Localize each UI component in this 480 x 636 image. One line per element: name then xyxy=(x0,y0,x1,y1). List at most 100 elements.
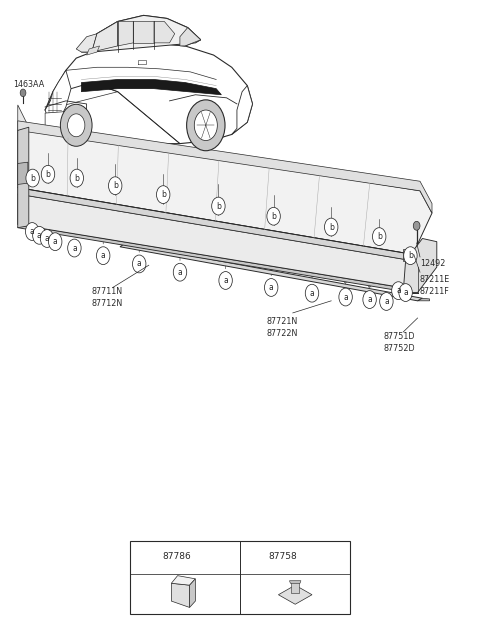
Text: 87786: 87786 xyxy=(162,552,191,561)
Circle shape xyxy=(48,233,62,251)
Text: b: b xyxy=(30,174,35,183)
Polygon shape xyxy=(86,46,99,55)
Polygon shape xyxy=(291,582,299,593)
Text: a: a xyxy=(384,297,389,306)
Circle shape xyxy=(156,186,170,204)
Circle shape xyxy=(41,165,55,183)
Text: a: a xyxy=(101,251,106,260)
Text: a: a xyxy=(37,231,42,240)
Polygon shape xyxy=(45,110,86,141)
Circle shape xyxy=(413,221,420,230)
Polygon shape xyxy=(82,80,221,95)
Text: b: b xyxy=(271,212,276,221)
Polygon shape xyxy=(418,298,430,301)
Circle shape xyxy=(339,288,352,306)
Polygon shape xyxy=(76,34,97,52)
Text: a: a xyxy=(53,237,58,246)
Circle shape xyxy=(372,228,386,245)
Circle shape xyxy=(26,169,39,187)
Polygon shape xyxy=(18,194,413,289)
Text: b: b xyxy=(216,202,221,211)
Circle shape xyxy=(141,547,155,566)
Circle shape xyxy=(380,293,393,310)
Circle shape xyxy=(25,223,39,240)
Text: b: b xyxy=(252,552,257,561)
Polygon shape xyxy=(289,581,301,583)
Polygon shape xyxy=(403,238,437,293)
Polygon shape xyxy=(92,22,118,52)
Polygon shape xyxy=(18,188,413,261)
Circle shape xyxy=(267,207,280,225)
Text: a: a xyxy=(403,288,408,297)
Circle shape xyxy=(404,247,417,265)
Text: a: a xyxy=(396,286,401,295)
Polygon shape xyxy=(18,225,413,293)
Text: a: a xyxy=(72,244,77,252)
Text: 12492: 12492 xyxy=(420,259,445,268)
Text: a: a xyxy=(223,276,228,285)
Circle shape xyxy=(194,110,217,141)
Polygon shape xyxy=(45,43,252,144)
Text: b: b xyxy=(329,223,334,232)
Polygon shape xyxy=(232,86,252,134)
Text: 87751D
87752D: 87751D 87752D xyxy=(384,332,416,353)
Circle shape xyxy=(108,177,122,195)
Text: a: a xyxy=(145,552,150,561)
Circle shape xyxy=(20,89,26,97)
Text: b: b xyxy=(46,170,50,179)
Polygon shape xyxy=(171,576,195,585)
Polygon shape xyxy=(18,121,432,213)
Polygon shape xyxy=(45,83,180,144)
Circle shape xyxy=(33,226,46,244)
Polygon shape xyxy=(118,22,133,46)
Text: a: a xyxy=(178,268,182,277)
Circle shape xyxy=(264,279,278,296)
Text: 87721N
87722N: 87721N 87722N xyxy=(266,317,298,338)
Polygon shape xyxy=(120,244,422,301)
Text: 87211E
87211F: 87211E 87211F xyxy=(420,275,450,296)
Text: 87711N
87712N: 87711N 87712N xyxy=(91,287,122,308)
Polygon shape xyxy=(18,127,29,228)
Polygon shape xyxy=(45,71,71,125)
Polygon shape xyxy=(133,22,154,43)
Text: a: a xyxy=(343,293,348,301)
Circle shape xyxy=(392,282,405,300)
Text: a: a xyxy=(269,283,274,292)
Circle shape xyxy=(68,239,81,257)
Circle shape xyxy=(132,255,146,273)
Polygon shape xyxy=(171,583,190,607)
Polygon shape xyxy=(82,15,201,52)
Text: a: a xyxy=(137,259,142,268)
Text: a: a xyxy=(367,295,372,304)
Text: b: b xyxy=(377,232,382,241)
Polygon shape xyxy=(18,105,29,130)
Circle shape xyxy=(96,247,110,265)
Text: 1463AA: 1463AA xyxy=(13,80,45,89)
Polygon shape xyxy=(154,22,175,43)
Polygon shape xyxy=(48,113,58,122)
Circle shape xyxy=(70,169,84,187)
Text: b: b xyxy=(113,181,118,190)
Polygon shape xyxy=(403,249,414,261)
Circle shape xyxy=(40,230,54,247)
Text: 87758: 87758 xyxy=(269,552,298,561)
Circle shape xyxy=(187,100,225,151)
FancyBboxPatch shape xyxy=(130,541,350,614)
Polygon shape xyxy=(18,162,28,184)
Polygon shape xyxy=(190,579,195,607)
Text: a: a xyxy=(45,234,49,243)
Text: a: a xyxy=(310,289,314,298)
Circle shape xyxy=(212,197,225,215)
Circle shape xyxy=(60,104,92,146)
Circle shape xyxy=(173,263,187,281)
Text: b: b xyxy=(161,190,166,199)
Circle shape xyxy=(247,547,262,566)
Circle shape xyxy=(68,114,85,137)
Polygon shape xyxy=(92,15,201,52)
Text: b: b xyxy=(408,251,413,260)
Text: a: a xyxy=(30,227,35,236)
Polygon shape xyxy=(278,585,312,604)
Polygon shape xyxy=(180,27,201,46)
Circle shape xyxy=(363,291,376,308)
Text: b: b xyxy=(74,174,79,183)
